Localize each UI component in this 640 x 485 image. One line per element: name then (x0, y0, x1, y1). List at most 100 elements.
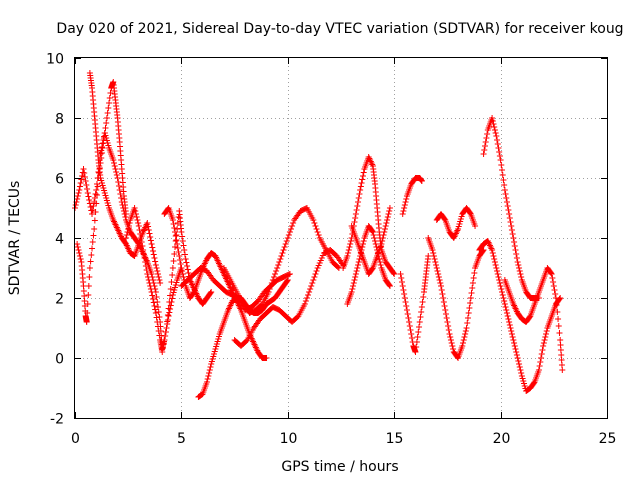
data-point (92, 209, 99, 215)
data-point (416, 324, 423, 330)
data-point (86, 200, 93, 207)
data-point (131, 205, 138, 211)
data-point (497, 283, 504, 289)
data-point (484, 131, 491, 137)
data-point (418, 178, 425, 184)
data-point (517, 367, 524, 373)
data-point (483, 135, 490, 141)
data-point (152, 310, 159, 316)
data-point (155, 309, 162, 315)
data-point (84, 190, 91, 196)
data-point (125, 223, 132, 229)
data-point (310, 277, 317, 283)
data-point (137, 235, 144, 241)
data-point (93, 187, 100, 193)
data-point (101, 135, 108, 141)
data-point (465, 310, 472, 316)
data-point (417, 314, 424, 320)
data-point (518, 274, 525, 280)
data-point (101, 130, 108, 136)
data-point (135, 220, 142, 226)
data-point (551, 287, 558, 293)
data-point (554, 309, 561, 315)
data-point (468, 290, 475, 296)
data-point (313, 226, 320, 232)
data-point (516, 361, 523, 367)
data-point (500, 177, 507, 183)
data-point (506, 215, 513, 221)
data-point (494, 271, 501, 277)
data-point (378, 241, 385, 247)
data-point (133, 214, 140, 220)
data-point (161, 337, 168, 343)
data-point (152, 262, 159, 268)
series-sat-p (433, 205, 479, 241)
series-sat-m (399, 175, 425, 217)
y-tick-label: 0 (55, 352, 64, 368)
data-point (150, 251, 157, 258)
data-point (386, 283, 393, 289)
data-point (149, 292, 156, 299)
data-point (400, 287, 407, 293)
series-sat-n (397, 253, 432, 355)
data-point (179, 238, 186, 244)
data-point (152, 306, 159, 313)
data-point (88, 252, 95, 258)
data-point (509, 231, 516, 237)
data-point (481, 147, 488, 153)
data-point (505, 207, 512, 213)
data-point (480, 151, 487, 157)
data-point (549, 275, 556, 281)
data-point (150, 299, 157, 306)
data-point (289, 223, 296, 229)
data-point (466, 305, 473, 311)
series-sat-r (476, 238, 564, 394)
data-point (74, 193, 81, 199)
grid (75, 58, 607, 418)
data-point (464, 320, 471, 326)
data-point (279, 250, 286, 256)
y-axis-label: SDTVAR / TECUs (7, 181, 23, 296)
data-point (181, 247, 188, 253)
data-point (382, 223, 389, 229)
data-point (82, 178, 89, 184)
data-point (514, 259, 521, 265)
data-point (444, 319, 451, 325)
data-point (398, 275, 405, 281)
data-point (156, 332, 163, 339)
data-point (450, 346, 457, 352)
data-point (494, 137, 501, 143)
data-point (139, 243, 146, 249)
data-point (165, 313, 172, 319)
data-point (98, 144, 105, 150)
data-point (92, 191, 99, 197)
data-point (205, 373, 212, 379)
data-point (102, 125, 109, 131)
y-tick-labels: -2 0 2 4 6 8 10 (46, 52, 64, 428)
data-point (460, 337, 467, 343)
data-point (93, 200, 100, 207)
data-point (399, 211, 406, 217)
data-point (208, 289, 215, 295)
data-point (283, 238, 290, 244)
data-point (495, 274, 502, 280)
data-point (112, 166, 119, 172)
data-point (502, 304, 509, 310)
data-point (145, 227, 152, 233)
data-point (494, 141, 501, 147)
data-point (74, 244, 81, 250)
x-tick-label: 10 (280, 431, 298, 447)
data-point (170, 221, 177, 227)
data-point (164, 318, 171, 325)
data-point (384, 217, 391, 223)
data-point (356, 256, 363, 262)
data-point (443, 315, 450, 321)
data-point (75, 247, 82, 253)
data-point (140, 247, 147, 253)
data-point (404, 311, 411, 317)
data-point (116, 187, 123, 193)
series-sat-c (86, 70, 164, 286)
y-tick-label: 4 (55, 232, 64, 248)
data-point (501, 182, 508, 188)
data-point (75, 190, 82, 196)
